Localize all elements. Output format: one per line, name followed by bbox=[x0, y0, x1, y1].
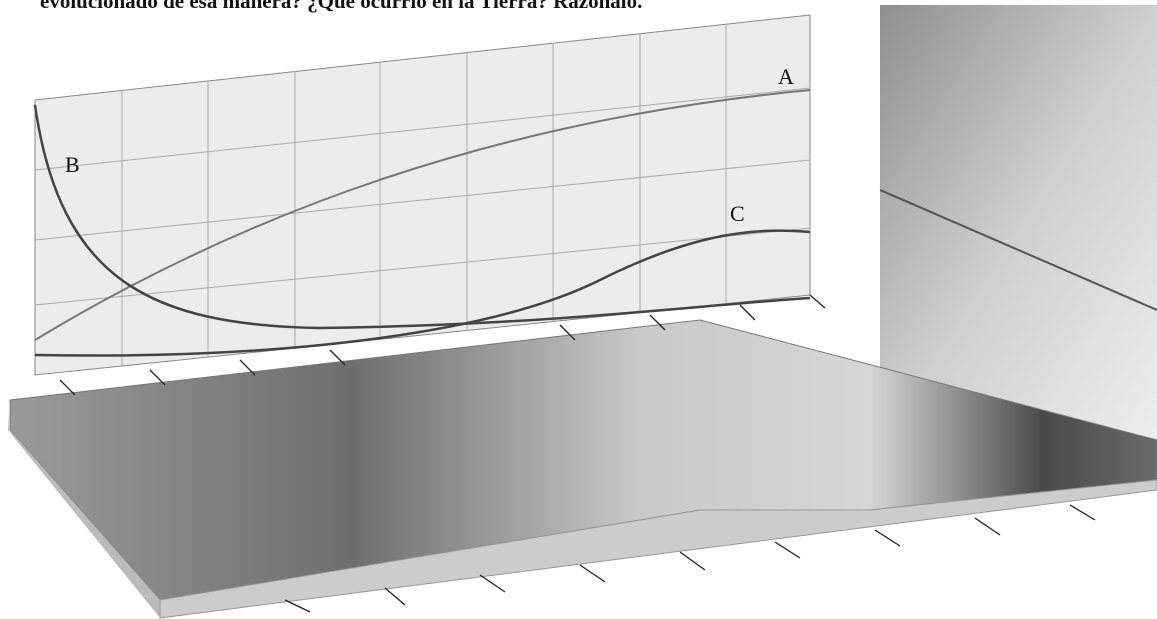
label-c: C bbox=[730, 201, 745, 226]
label-a: A bbox=[778, 64, 794, 89]
header-text: evolucionado de esa manera? ¿Qué ocurrió… bbox=[40, 0, 642, 13]
figure: evolucionado de esa manera? ¿Qué ocurrió… bbox=[0, 0, 1157, 619]
label-b: B bbox=[65, 152, 80, 177]
page: evolucionado de esa manera? ¿Qué ocurrió… bbox=[0, 0, 1157, 619]
